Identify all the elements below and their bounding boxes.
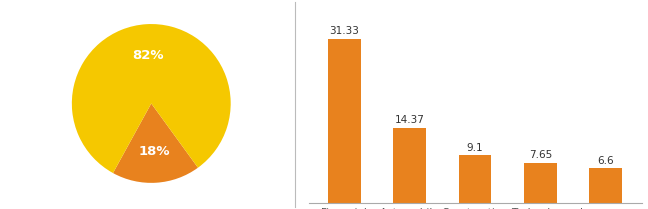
Bar: [589, 168, 622, 203]
Bar: [393, 128, 426, 203]
Bar: [459, 155, 491, 203]
Text: 31.33: 31.33: [329, 26, 360, 36]
Bar: [524, 163, 557, 203]
Text: 9.1: 9.1: [467, 143, 483, 153]
Wedge shape: [72, 24, 231, 173]
Text: 6.6: 6.6: [597, 156, 614, 166]
Text: 82%: 82%: [133, 49, 164, 62]
Text: 7.65: 7.65: [529, 150, 552, 160]
Wedge shape: [113, 103, 198, 183]
Text: 18%: 18%: [139, 144, 170, 158]
Bar: [328, 39, 361, 203]
Text: 14.37: 14.37: [395, 115, 424, 125]
